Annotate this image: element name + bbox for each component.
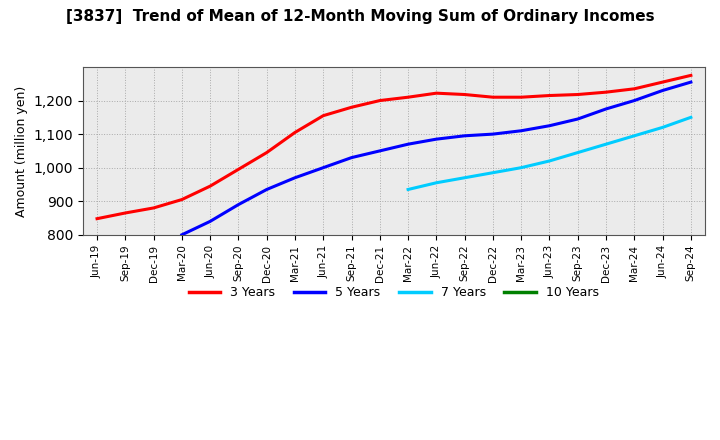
Text: [3837]  Trend of Mean of 12-Month Moving Sum of Ordinary Incomes: [3837] Trend of Mean of 12-Month Moving … bbox=[66, 9, 654, 24]
Y-axis label: Amount (million yen): Amount (million yen) bbox=[15, 85, 28, 216]
Legend: 3 Years, 5 Years, 7 Years, 10 Years: 3 Years, 5 Years, 7 Years, 10 Years bbox=[184, 281, 603, 304]
